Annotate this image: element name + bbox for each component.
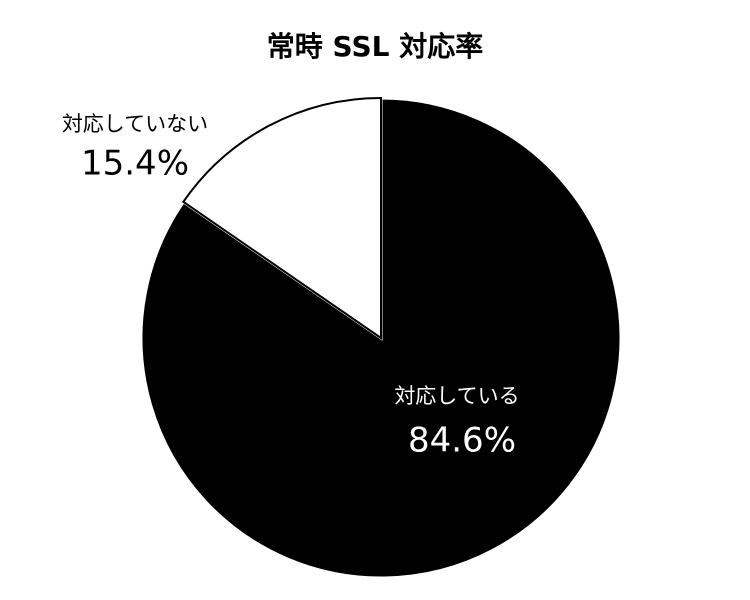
- slice-label: 対応していない: [62, 112, 208, 136]
- slice-value-label: 15.4%: [81, 144, 189, 184]
- slice-label: 対応している: [394, 384, 519, 408]
- slice-value-label: 84.6%: [408, 421, 516, 461]
- pie-slice: [139, 96, 623, 580]
- chart-title: 常時 SSL 対応率: [267, 30, 483, 63]
- pie-slice: [181, 96, 382, 340]
